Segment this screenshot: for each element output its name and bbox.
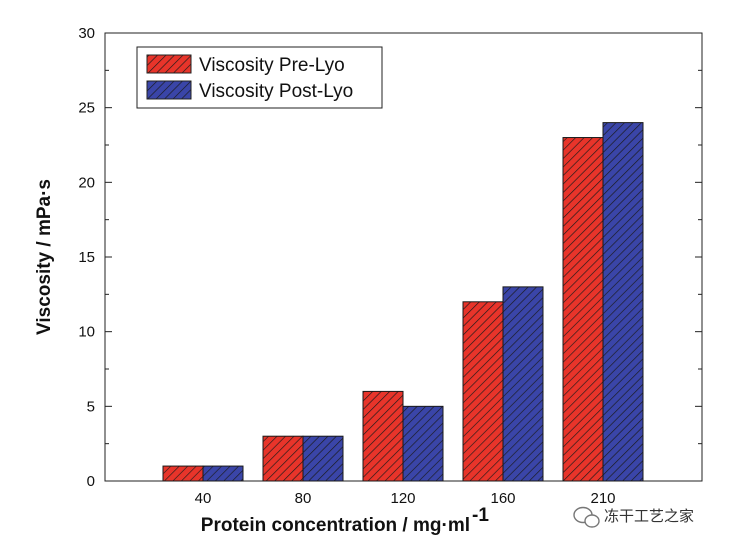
bar-post-lyo bbox=[302, 435, 344, 482]
bar-post-lyo bbox=[502, 286, 544, 482]
bar-pre-lyo bbox=[362, 390, 404, 482]
legend-label-pre-lyo: Viscosity Pre-Lyo bbox=[199, 55, 345, 76]
x-axis: 40 80 120 160 210 bbox=[195, 476, 616, 507]
x-axis-title: Protein concentration / mg·ml bbox=[201, 515, 470, 536]
bar-post-lyo bbox=[202, 465, 244, 482]
chat-bubble-icon bbox=[573, 506, 600, 528]
legend: Viscosity Pre-Lyo Viscosity Post-Lyo bbox=[136, 46, 383, 109]
bar-pre-lyo bbox=[162, 465, 204, 482]
y-tick-label: 15 bbox=[78, 249, 95, 266]
bar-post-lyo bbox=[402, 405, 444, 482]
bar-pre-lyo bbox=[562, 137, 604, 482]
y-tick-label: 0 bbox=[87, 473, 95, 490]
bar-post-lyo bbox=[602, 122, 644, 482]
y-axis-title: Viscosity / mPa·s bbox=[34, 179, 55, 335]
bars-group bbox=[162, 122, 644, 482]
legend-label-post-lyo: Viscosity Post-Lyo bbox=[199, 81, 353, 102]
y-tick-label: 20 bbox=[78, 174, 95, 191]
y-tick-label: 30 bbox=[78, 25, 95, 42]
x-axis-title-superscript: -1 bbox=[472, 505, 489, 526]
x-tick-label: 210 bbox=[590, 490, 615, 507]
x-tick-label: 80 bbox=[295, 490, 312, 507]
bar-pre-lyo bbox=[262, 435, 304, 482]
x-tick-label: 160 bbox=[490, 490, 515, 507]
legend-swatch-pre-lyo bbox=[146, 54, 192, 74]
bar-pre-lyo bbox=[462, 301, 504, 482]
watermark: 冻干工艺之家 bbox=[573, 506, 694, 528]
x-tick-label: 40 bbox=[195, 490, 212, 507]
watermark-text: 冻干工艺之家 bbox=[604, 507, 694, 525]
y-tick-label: 5 bbox=[87, 398, 95, 415]
x-tick-label: 120 bbox=[390, 490, 415, 507]
legend-swatch-post-lyo bbox=[146, 80, 192, 100]
y-tick-label: 25 bbox=[78, 100, 95, 117]
y-tick-label: 10 bbox=[78, 324, 95, 341]
y-axis: 0 5 10 15 20 25 30 bbox=[78, 25, 702, 490]
